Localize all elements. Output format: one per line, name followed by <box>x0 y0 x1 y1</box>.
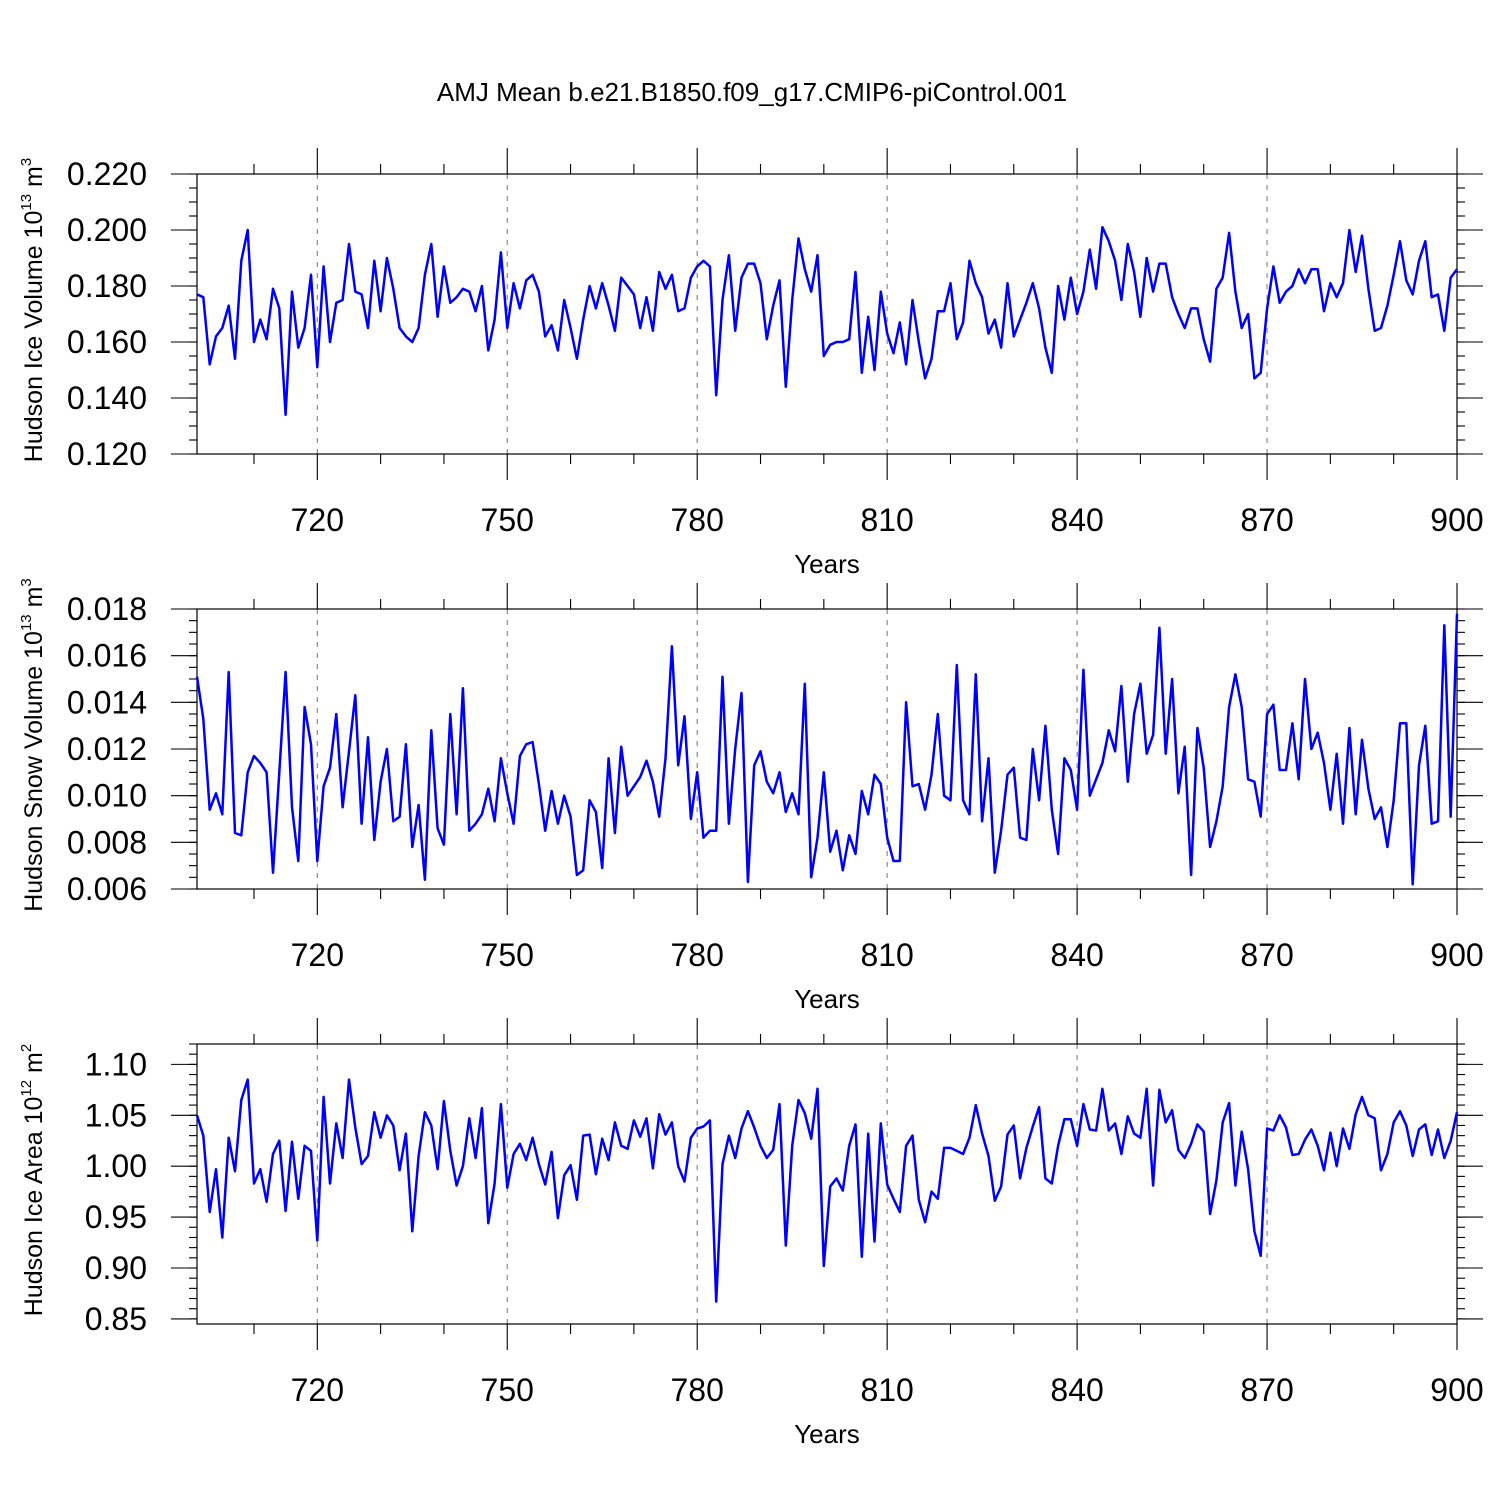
x-tick-label: 750 <box>481 937 534 973</box>
panel-ice-volume: 0.120 0.140 0.160 0.180 0.200 0.220 720 750 780 8… <box>18 148 1484 579</box>
x-tick-label: 720 <box>291 937 344 973</box>
series-line <box>195 613 1459 886</box>
y-tick-label: 0.006 <box>67 871 147 907</box>
chart-title: AMJ Mean b.e21.B1850.f09_g17.CMIP6-piCon… <box>437 77 1067 107</box>
series-line <box>196 225 1458 417</box>
plot-frame <box>196 608 1458 890</box>
x-tick-label: 780 <box>671 1372 724 1408</box>
y-tick-label: 0.180 <box>67 268 147 304</box>
x-tick-label: 900 <box>1430 502 1483 538</box>
y-axis-label: Hudson Ice Area 1012 m2 <box>18 1044 48 1316</box>
y-tick-label: 0.95 <box>85 1199 147 1235</box>
y-tick-label: 0.008 <box>67 824 147 860</box>
x-axis-label: Years <box>794 984 860 1014</box>
y-tick-label: 0.012 <box>67 731 147 767</box>
y-tick-label: 0.018 <box>67 591 147 627</box>
plot-frame <box>196 1043 1458 1325</box>
x-tick-label: 750 <box>481 502 534 538</box>
y-tick-label: 1.10 <box>85 1046 147 1082</box>
y-tick-label: 0.160 <box>67 324 147 360</box>
x-tick-label: 780 <box>671 502 724 538</box>
x-tick-label: 840 <box>1050 1372 1103 1408</box>
x-tick-label: 840 <box>1050 937 1103 973</box>
x-tick-label: 870 <box>1240 502 1293 538</box>
y-tick-label: 0.010 <box>67 778 147 814</box>
y-tick-label: 0.200 <box>67 212 147 248</box>
y-axis-label: Hudson Snow Volume 1013 m3 <box>18 578 48 912</box>
x-tick-label: 720 <box>291 1372 344 1408</box>
x-tick-label: 840 <box>1050 502 1103 538</box>
y-tick-label: 1.00 <box>85 1148 147 1184</box>
x-tick-label: 810 <box>860 1372 913 1408</box>
x-tick-label: 720 <box>291 502 344 538</box>
plot-frame <box>196 173 1458 455</box>
y-tick-label: 0.120 <box>67 436 147 472</box>
y-tick-label: 1.05 <box>85 1097 147 1133</box>
y-tick-label: 0.90 <box>85 1250 147 1286</box>
x-tick-label: 780 <box>671 937 724 973</box>
x-tick-label: 810 <box>860 502 913 538</box>
series-line <box>195 1078 1459 1303</box>
x-tick-label: 870 <box>1240 937 1293 973</box>
y-axis-label: Hudson Ice Volume 1013 m3 <box>18 158 48 462</box>
panel-snow-volume: 0.006 0.008 0.010 0.012 0.014 0.016 0.018 720 75… <box>18 578 1484 1014</box>
x-tick-label: 810 <box>860 937 913 973</box>
panel-ice-area: 0.85 0.90 0.95 1.00 1.05 1.10 720 750 780 810 840 8… <box>18 1018 1484 1449</box>
y-tick-label: 0.016 <box>67 638 147 674</box>
x-tick-label: 900 <box>1430 937 1483 973</box>
x-tick-label: 900 <box>1430 1372 1483 1408</box>
y-tick-label: 0.220 <box>67 156 147 192</box>
x-axis-label: Years <box>794 549 860 579</box>
y-tick-label: 0.85 <box>85 1301 147 1337</box>
x-tick-label: 870 <box>1240 1372 1293 1408</box>
x-tick-label: 750 <box>481 1372 534 1408</box>
y-tick-label: 0.014 <box>67 684 147 720</box>
x-axis-label: Years <box>794 1419 860 1449</box>
y-tick-label: 0.140 <box>67 380 147 416</box>
